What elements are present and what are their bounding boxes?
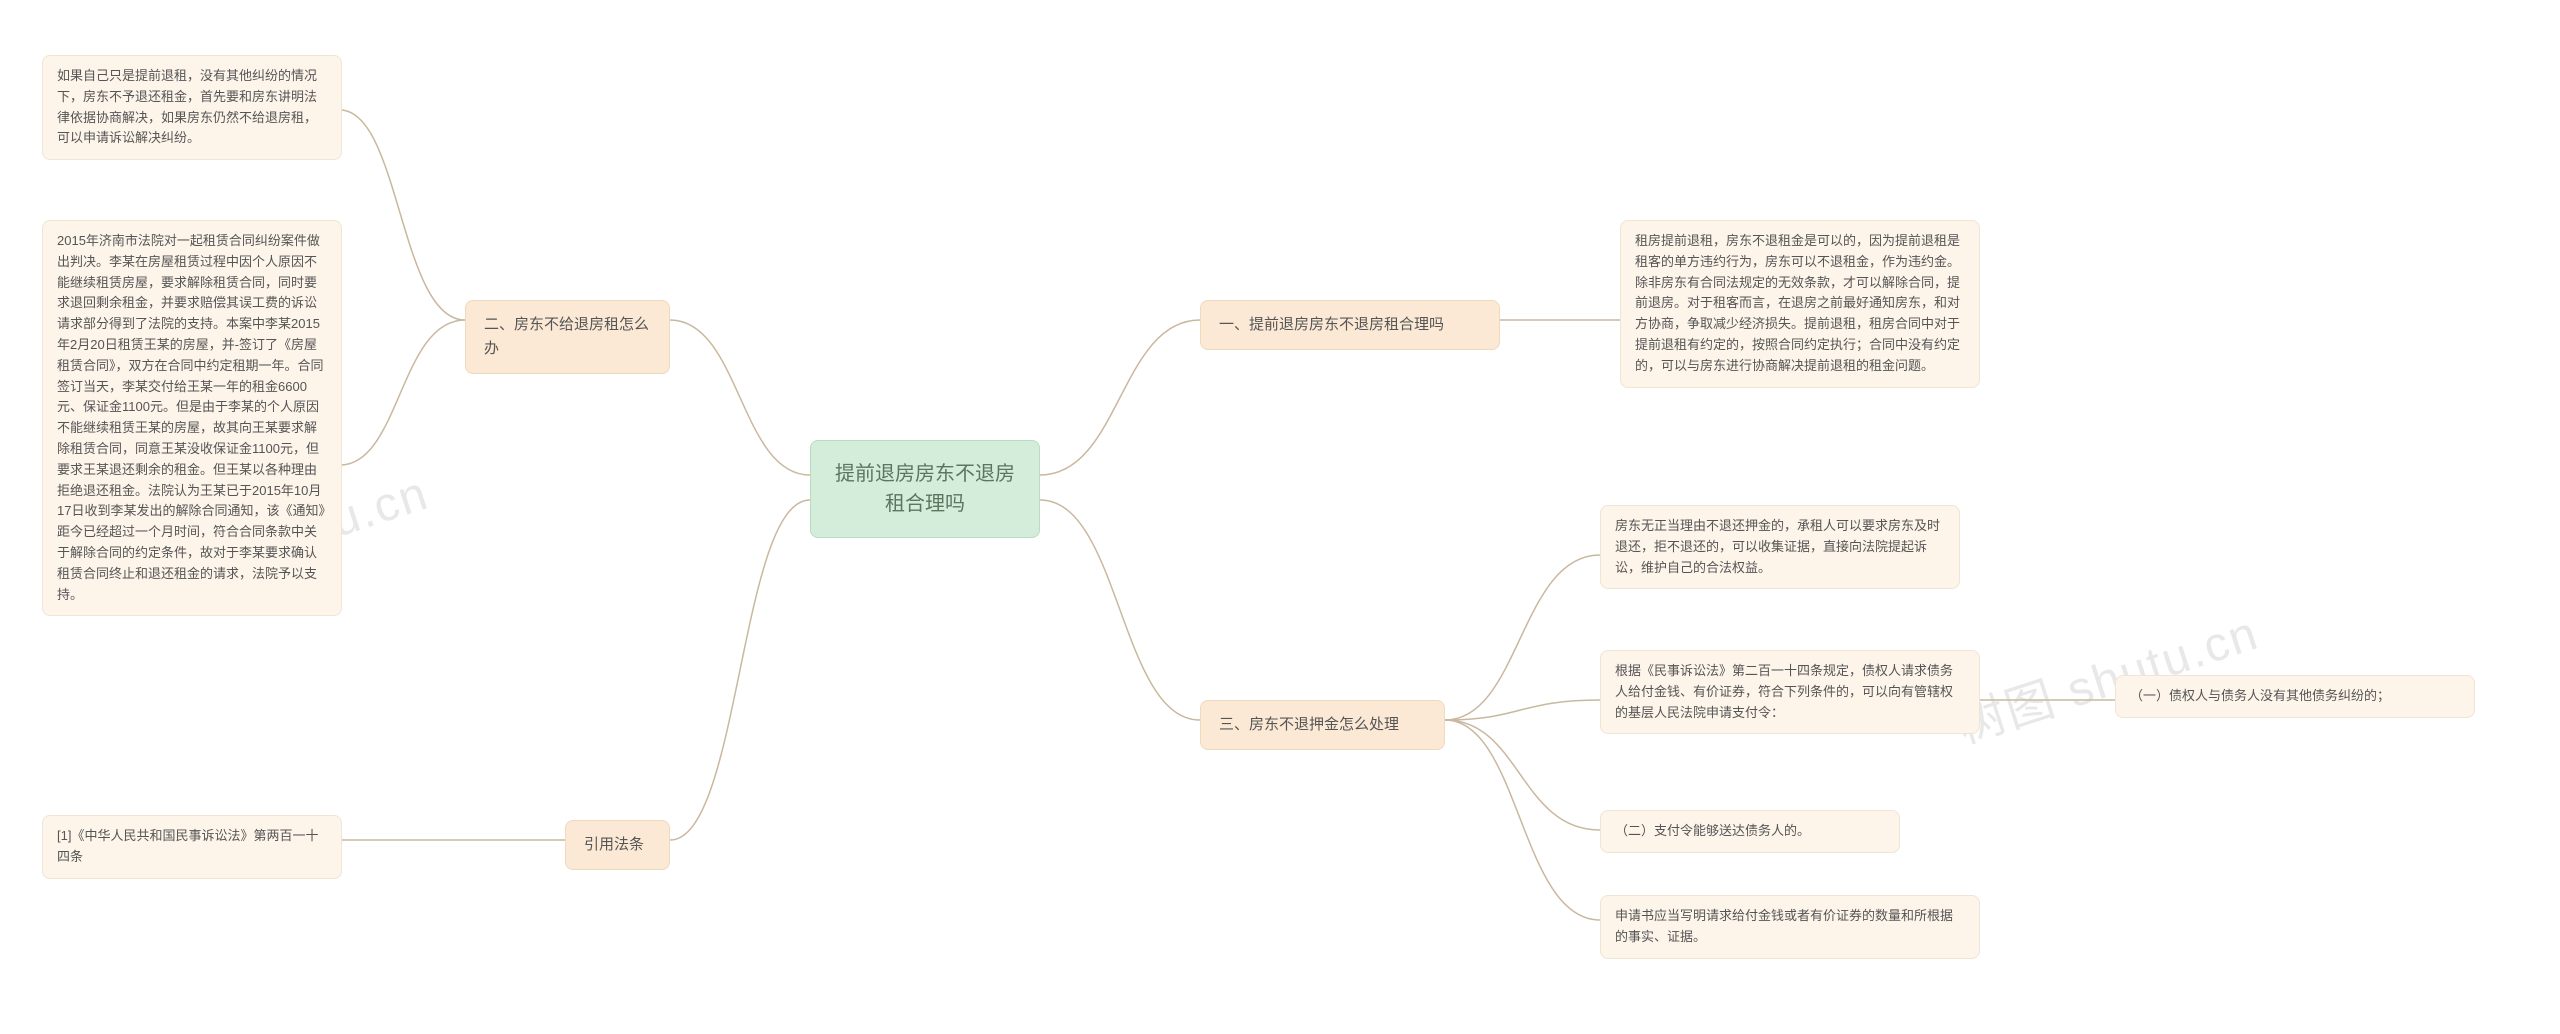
- branch-3-leaf-d-text: 申请书应当写明请求给付金钱或者有价证券的数量和所根据的事实、证据。: [1615, 908, 1953, 944]
- branch-1-leaf-text: 租房提前退租，房东不退租金是可以的，因为提前退租是租客的单方违约行为，房东可以不…: [1635, 233, 1960, 373]
- branch-3-leaf-b: 根据《民事诉讼法》第二百一十四条规定，债权人请求债务人给付金钱、有价证券，符合下…: [1600, 650, 1980, 734]
- branch-2-leaf-b: 2015年济南市法院对一起租赁合同纠纷案件做出判决。李某在房屋租赁过程中因个人原…: [42, 220, 342, 616]
- branch-3: 三、房东不退押金怎么处理: [1200, 700, 1445, 750]
- branch-3-leaf-b-sub: （一）债权人与债务人没有其他债务纠纷的；: [2115, 675, 2475, 718]
- branch-ref: 引用法条: [565, 820, 670, 870]
- branch-2-leaf-a: 如果自己只是提前退租，没有其他纠纷的情况下，房东不予退还租金，首先要和房东讲明法…: [42, 55, 342, 160]
- root-node: 提前退房房东不退房租合理吗: [810, 440, 1040, 538]
- branch-1-leaf: 租房提前退租，房东不退租金是可以的，因为提前退租是租客的单方违约行为，房东可以不…: [1620, 220, 1980, 388]
- branch-2: 二、房东不给退房租怎么办: [465, 300, 670, 374]
- branch-1-label: 一、提前退房房东不退房租合理吗: [1219, 316, 1444, 333]
- branch-3-leaf-c: （二）支付令能够送达债务人的。: [1600, 810, 1900, 853]
- branch-3-leaf-d: 申请书应当写明请求给付金钱或者有价证券的数量和所根据的事实、证据。: [1600, 895, 1980, 959]
- branch-3-leaf-a: 房东无正当理由不退还押金的，承租人可以要求房东及时退还，拒不退还的，可以收集证据…: [1600, 505, 1960, 589]
- branch-ref-leaf: [1]《中华人民共和国民事诉讼法》第两百一十四条: [42, 815, 342, 879]
- connectors: [0, 0, 2560, 1034]
- branch-2-leaf-a-text: 如果自己只是提前退租，没有其他纠纷的情况下，房东不予退还租金，首先要和房东讲明法…: [57, 68, 317, 145]
- branch-1: 一、提前退房房东不退房租合理吗: [1200, 300, 1500, 350]
- branch-3-leaf-a-text: 房东无正当理由不退还押金的，承租人可以要求房东及时退还，拒不退还的，可以收集证据…: [1615, 518, 1940, 575]
- root-label: 提前退房房东不退房租合理吗: [835, 463, 1015, 515]
- branch-ref-label: 引用法条: [584, 836, 644, 853]
- branch-3-leaf-b-sub-text: （一）债权人与债务人没有其他债务纠纷的；: [2130, 688, 2390, 703]
- branch-2-label: 二、房东不给退房租怎么办: [484, 316, 649, 357]
- branch-3-leaf-b-text: 根据《民事诉讼法》第二百一十四条规定，债权人请求债务人给付金钱、有价证券，符合下…: [1615, 663, 1953, 720]
- branch-ref-leaf-text: [1]《中华人民共和国民事诉讼法》第两百一十四条: [57, 828, 318, 864]
- branch-2-leaf-b-text: 2015年济南市法院对一起租赁合同纠纷案件做出判决。李某在房屋租赁过程中因个人原…: [57, 233, 325, 602]
- branch-3-leaf-c-text: （二）支付令能够送达债务人的。: [1615, 823, 1810, 838]
- branch-3-label: 三、房东不退押金怎么处理: [1219, 716, 1399, 733]
